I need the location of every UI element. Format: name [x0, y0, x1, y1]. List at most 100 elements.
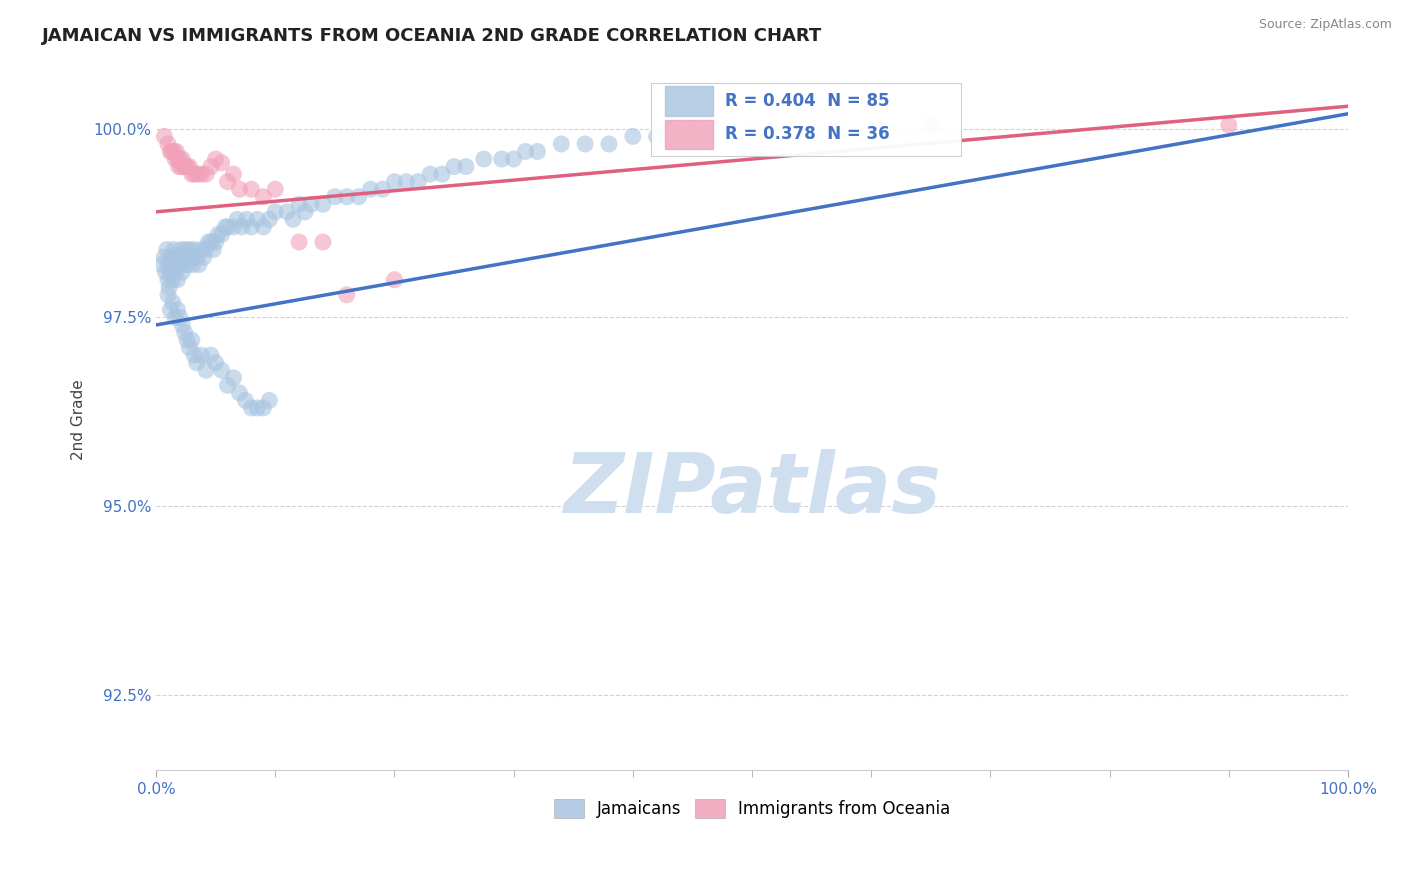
- Point: [384, 175, 406, 189]
- Point: [156, 243, 179, 257]
- Point: [163, 145, 186, 159]
- Point: [1218, 118, 1240, 132]
- Point: [526, 145, 548, 159]
- Point: [211, 227, 233, 242]
- Point: [443, 160, 465, 174]
- Point: [170, 160, 193, 174]
- Point: [150, 258, 173, 272]
- Point: [153, 129, 176, 144]
- Point: [172, 318, 194, 332]
- Point: [264, 182, 287, 196]
- Point: [165, 145, 187, 159]
- Bar: [665, 86, 713, 116]
- Point: [186, 250, 208, 264]
- Point: [515, 145, 537, 159]
- Point: [190, 167, 212, 181]
- Point: [211, 363, 233, 377]
- Point: [193, 250, 215, 264]
- Point: [200, 348, 222, 362]
- Point: [183, 348, 205, 362]
- Point: [281, 212, 304, 227]
- Point: [165, 152, 187, 166]
- Point: [222, 167, 245, 181]
- Point: [183, 243, 205, 257]
- Point: [180, 333, 202, 347]
- Point: [252, 219, 274, 234]
- Point: [371, 182, 394, 196]
- Text: ZIPatlas: ZIPatlas: [562, 449, 941, 530]
- Point: [252, 190, 274, 204]
- Point: [681, 126, 703, 140]
- Point: [179, 243, 201, 257]
- Point: [176, 250, 198, 264]
- Point: [159, 302, 181, 317]
- Point: [360, 182, 382, 196]
- Point: [179, 341, 201, 355]
- Point: [172, 250, 194, 264]
- Point: [259, 393, 281, 408]
- Point: [294, 204, 316, 219]
- Point: [169, 152, 191, 166]
- Point: [172, 160, 194, 174]
- Point: [172, 265, 194, 279]
- Point: [312, 235, 335, 249]
- Point: [176, 160, 198, 174]
- Point: [166, 302, 188, 317]
- Point: [222, 219, 245, 234]
- Point: [169, 310, 191, 325]
- Point: [159, 265, 181, 279]
- Point: [165, 310, 187, 325]
- Point: [217, 378, 239, 392]
- Bar: [665, 120, 713, 149]
- Point: [186, 356, 208, 370]
- Point: [173, 258, 195, 272]
- Point: [235, 212, 257, 227]
- Point: [162, 273, 184, 287]
- Point: [419, 167, 441, 181]
- Point: [183, 167, 205, 181]
- Point: [160, 258, 183, 272]
- Point: [246, 401, 269, 415]
- Point: [246, 212, 269, 227]
- Point: [207, 227, 229, 242]
- Text: JAMAICAN VS IMMIGRANTS FROM OCEANIA 2ND GRADE CORRELATION CHART: JAMAICAN VS IMMIGRANTS FROM OCEANIA 2ND …: [42, 27, 823, 45]
- Point: [276, 204, 298, 219]
- Point: [288, 235, 311, 249]
- Text: Source: ZipAtlas.com: Source: ZipAtlas.com: [1258, 18, 1392, 31]
- Legend: Jamaicans, Immigrants from Oceania: Jamaicans, Immigrants from Oceania: [547, 793, 957, 825]
- Point: [252, 401, 274, 415]
- Point: [204, 152, 226, 166]
- Point: [231, 219, 253, 234]
- Point: [167, 258, 190, 272]
- Point: [222, 371, 245, 385]
- Point: [574, 136, 596, 151]
- Point: [177, 258, 200, 272]
- Point: [472, 152, 495, 166]
- FancyBboxPatch shape: [651, 83, 960, 156]
- Point: [162, 295, 184, 310]
- Point: [395, 175, 418, 189]
- Point: [502, 152, 524, 166]
- Point: [323, 190, 346, 204]
- Point: [920, 118, 942, 132]
- Point: [165, 265, 187, 279]
- Point: [155, 265, 177, 279]
- Point: [174, 243, 197, 257]
- Point: [741, 121, 763, 136]
- Point: [200, 160, 222, 174]
- Point: [214, 219, 236, 234]
- Point: [153, 250, 176, 264]
- Point: [187, 167, 209, 181]
- Point: [406, 175, 429, 189]
- Point: [162, 250, 184, 264]
- Point: [197, 235, 219, 249]
- Point: [299, 197, 322, 211]
- Point: [195, 363, 218, 377]
- Point: [336, 190, 359, 204]
- Point: [384, 273, 406, 287]
- Point: [190, 243, 212, 257]
- Point: [179, 160, 201, 174]
- Point: [202, 243, 225, 257]
- Point: [170, 243, 193, 257]
- Point: [550, 136, 572, 151]
